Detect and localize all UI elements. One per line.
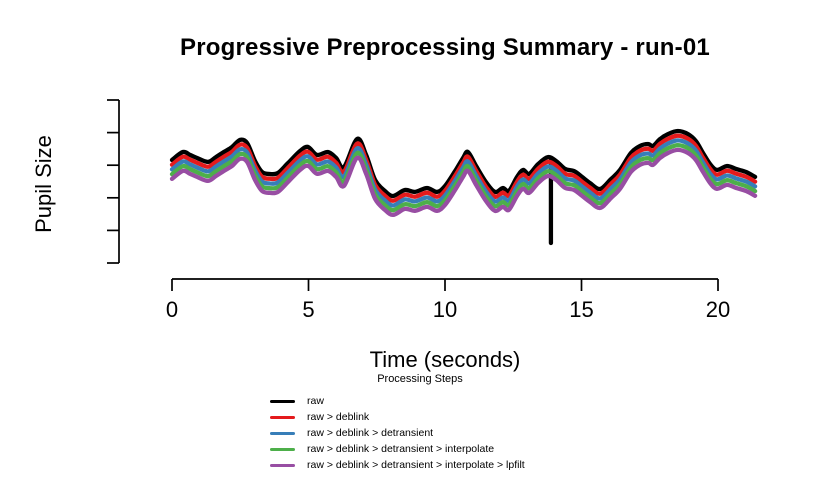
- legend-item: raw > deblink: [266, 409, 574, 425]
- legend-swatch: [270, 415, 295, 419]
- legend-title: Processing Steps: [377, 373, 463, 385]
- legend-item: raw > deblink > detransient > interpolat…: [266, 441, 574, 457]
- legend-label: raw > deblink: [307, 411, 370, 423]
- legend-swatch: [270, 447, 295, 451]
- series-raw-deblink: [169, 133, 758, 203]
- series-raw-deblink-detransient-interpolate-lpfilt: [169, 147, 758, 218]
- legend-swatch: [270, 431, 295, 435]
- legend-label: raw > deblink > detransient: [307, 427, 434, 439]
- x-tick-label: 5: [302, 297, 315, 322]
- series-raw-deblink-detransient: [169, 138, 758, 208]
- x-tick-label: 10: [432, 297, 458, 322]
- x-tick-label: 15: [569, 297, 594, 322]
- legend-label: raw > deblink > detransient > interpolat…: [307, 443, 495, 455]
- legend-swatch: [270, 399, 295, 403]
- x-tick-label: 20: [705, 297, 731, 322]
- series-raw: [169, 128, 758, 199]
- legend-item: raw > deblink > detransient: [266, 425, 574, 441]
- legend-item: raw: [266, 393, 574, 409]
- legend-label: raw > deblink > detransient > interpolat…: [307, 459, 525, 471]
- legend-rows: raw raw > deblink raw > deblink > detransi…: [266, 393, 574, 473]
- legend-swatch: [270, 463, 295, 467]
- chart-title: Progressive Preprocessing Summary - run-…: [180, 34, 710, 61]
- legend: Processing Steps raw raw > deblink raw > d…: [266, 373, 574, 473]
- x-axis-label: Time (seconds): [369, 347, 521, 372]
- x-tick-label: 0: [165, 297, 179, 322]
- series-raw-deblink-detransient-interpolate: [169, 143, 758, 213]
- legend-item: raw > deblink > detransient > interpolat…: [266, 457, 574, 473]
- legend-label: raw: [307, 395, 324, 407]
